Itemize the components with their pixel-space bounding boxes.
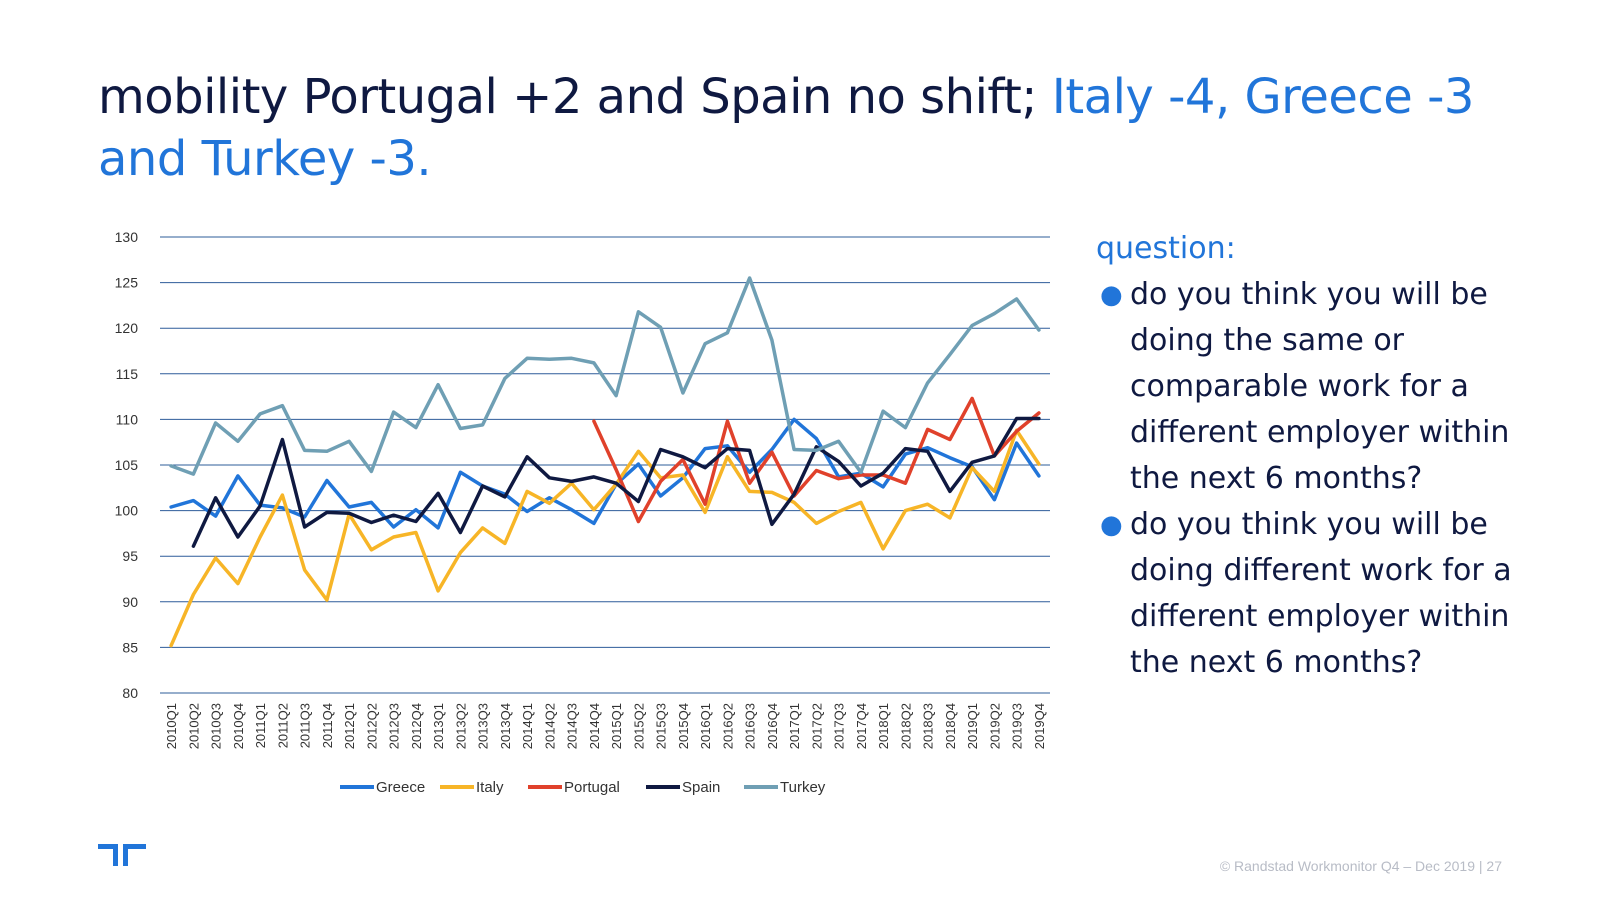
x-tick-label: 2015Q1 bbox=[609, 703, 624, 749]
x-tick-label: 2012Q3 bbox=[387, 703, 402, 749]
x-tick-label: 2017Q1 bbox=[787, 703, 802, 749]
x-tick-label: 2018Q1 bbox=[876, 703, 891, 749]
y-tick-label: 130 bbox=[115, 229, 139, 245]
question-list: ● do you think you will be doing the same… bbox=[1096, 272, 1536, 686]
bullet-icon: ● bbox=[1100, 510, 1123, 540]
title-part-highlight: Italy -4, Greece -3 and Turkey -3. bbox=[98, 69, 1474, 187]
y-tick-label: 90 bbox=[122, 594, 138, 610]
legend-label-turkey: Turkey bbox=[780, 779, 826, 796]
x-tick-label: 2012Q2 bbox=[364, 703, 379, 749]
question-panel: question: ● do you think you will be doin… bbox=[1096, 226, 1536, 686]
series-line-italy bbox=[169, 428, 1041, 648]
y-tick-label: 110 bbox=[116, 411, 139, 427]
question-heading: question: bbox=[1096, 231, 1236, 266]
footer-copyright: © Randstad Workmonitor Q4 – Dec 2019 bbox=[1219, 858, 1475, 874]
x-tick-label: 2018Q3 bbox=[921, 703, 936, 749]
y-tick-label: 105 bbox=[115, 457, 139, 473]
series-line-greece bbox=[169, 417, 1041, 530]
x-tick-label: 2019Q3 bbox=[1010, 703, 1025, 749]
x-tick-label: 2016Q4 bbox=[765, 703, 780, 749]
x-tick-label: 2018Q4 bbox=[943, 703, 958, 749]
x-tick-label: 2011Q3 bbox=[298, 703, 313, 748]
x-tick-label: 2017Q4 bbox=[854, 703, 869, 749]
y-tick-label: 120 bbox=[115, 320, 139, 336]
question-item: ● do you think you will be doing differen… bbox=[1096, 502, 1536, 686]
legend-label-greece: Greece bbox=[376, 779, 425, 796]
line-chart: 80 85 90 95 100 105 110 115 120 125 130 2010Q1 2010Q… bbox=[115, 229, 1050, 796]
x-tick-label: 2015Q4 bbox=[676, 703, 691, 749]
footer: © Randstad Workmonitor Q4 – Dec 2019 | 2… bbox=[1220, 858, 1502, 874]
x-tick-label: 2011Q2 bbox=[275, 703, 290, 748]
x-tick-label: 2010Q4 bbox=[231, 703, 246, 749]
randstad-logo-icon bbox=[98, 844, 146, 866]
x-tick-label: 2011Q1 bbox=[253, 703, 268, 748]
x-tick-label: 2019Q2 bbox=[987, 703, 1002, 749]
x-tick-label: 2013Q1 bbox=[431, 703, 446, 749]
x-tick-label: 2010Q2 bbox=[186, 703, 201, 749]
x-tick-label: 2013Q2 bbox=[453, 703, 468, 749]
x-tick-label: 2019Q1 bbox=[965, 703, 980, 749]
y-tick-label: 80 bbox=[122, 685, 138, 701]
slide-title: mobility Portugal +2 and Spain no shift;… bbox=[98, 66, 1518, 190]
title-part-dark: mobility Portugal +2 and Spain no shift; bbox=[98, 69, 1052, 125]
series-line-portugal bbox=[592, 396, 1041, 524]
x-tick-label: 2014Q3 bbox=[565, 703, 580, 749]
x-tick-label: 2015Q2 bbox=[631, 703, 646, 749]
x-tick-label: 2017Q2 bbox=[809, 703, 824, 749]
question-item-text: do you think you will be doing the same … bbox=[1130, 277, 1510, 496]
y-tick-label: 100 bbox=[115, 503, 139, 519]
x-tick-label: 2016Q2 bbox=[720, 703, 735, 749]
x-tick-label: 2016Q1 bbox=[698, 703, 713, 749]
x-tick-label: 2013Q4 bbox=[498, 703, 513, 749]
y-tick-label: 95 bbox=[122, 548, 138, 564]
x-tick-label: 2017Q3 bbox=[832, 703, 847, 749]
x-tick-label: 2016Q3 bbox=[743, 703, 758, 749]
footer-separator: | bbox=[1478, 858, 1483, 874]
y-tick-label: 85 bbox=[122, 639, 138, 655]
question-item-text: do you think you will be doing different… bbox=[1130, 507, 1512, 680]
question-item: ● do you think you will be doing the same… bbox=[1096, 272, 1536, 502]
legend-label-italy: Italy bbox=[476, 779, 504, 796]
x-tick-label: 2013Q3 bbox=[476, 703, 491, 749]
x-tick-label: 2014Q4 bbox=[587, 703, 602, 749]
page-number: 27 bbox=[1486, 858, 1502, 874]
legend-label-portugal: Portugal bbox=[564, 779, 620, 796]
series-line-turkey bbox=[169, 276, 1041, 476]
x-tick-label: 2014Q2 bbox=[542, 703, 557, 749]
x-tick-label: 2011Q4 bbox=[320, 703, 335, 748]
x-tick-label: 2010Q1 bbox=[164, 703, 179, 749]
x-tick-label: 2015Q3 bbox=[654, 703, 669, 749]
series-line-spain bbox=[191, 416, 1041, 548]
x-tick-label: 2019Q4 bbox=[1032, 703, 1047, 749]
bullet-icon: ● bbox=[1100, 280, 1123, 310]
y-tick-label: 125 bbox=[115, 275, 139, 291]
x-tick-label: 2010Q3 bbox=[209, 703, 224, 749]
x-tick-label: 2012Q4 bbox=[409, 703, 424, 749]
x-tick-label: 2012Q1 bbox=[342, 703, 357, 749]
x-tick-label: 2018Q2 bbox=[898, 703, 913, 749]
y-tick-label: 115 bbox=[116, 366, 139, 382]
legend-label-spain: Spain bbox=[682, 779, 720, 796]
x-tick-label: 2014Q1 bbox=[520, 703, 535, 749]
